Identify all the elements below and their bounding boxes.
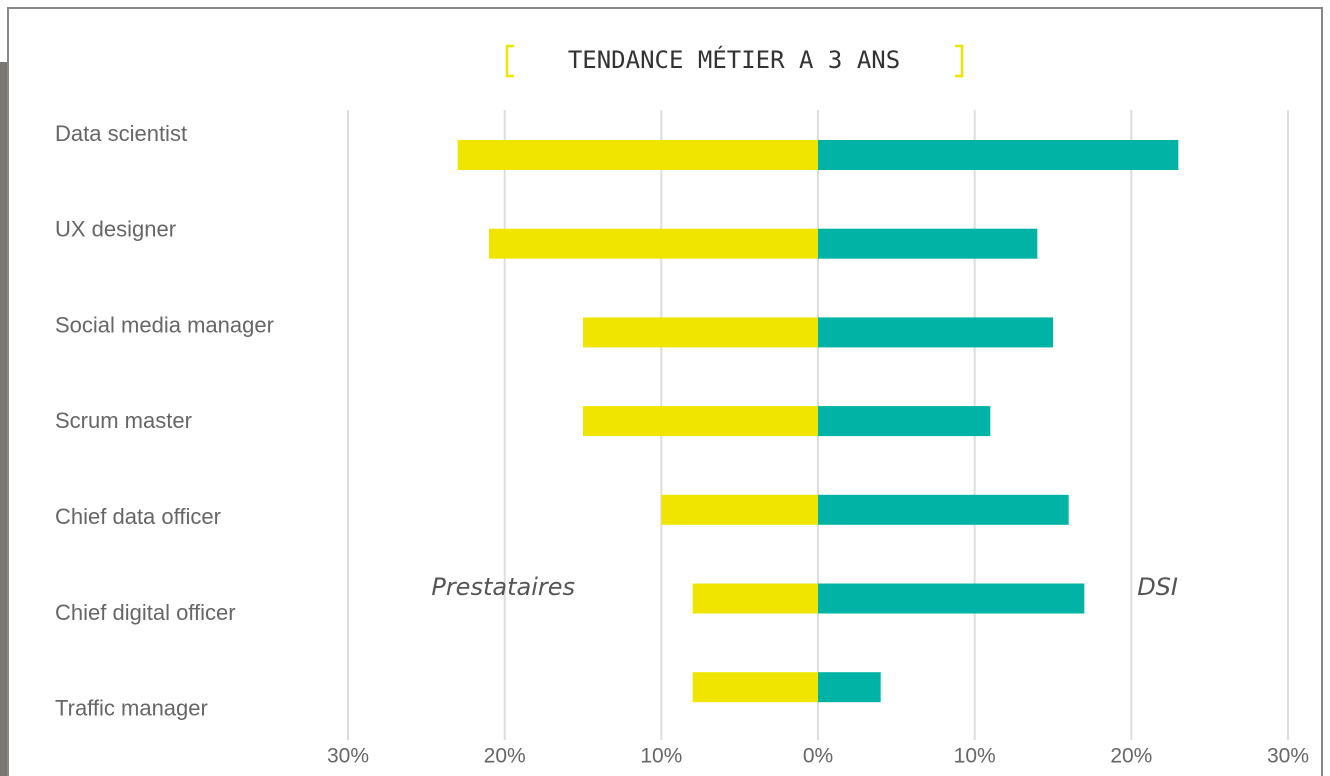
bar xyxy=(818,406,991,437)
x-tick-label: 20% xyxy=(1110,745,1152,768)
category-label: UX designer xyxy=(55,217,176,242)
bar xyxy=(692,672,818,703)
bar xyxy=(818,140,1179,170)
x-tick-label: 0% xyxy=(803,745,833,768)
category-label: Chief digital officer xyxy=(55,600,236,625)
x-tick-label: 20% xyxy=(484,745,526,768)
x-tick-label: 10% xyxy=(954,745,996,768)
category-label: Social media manager xyxy=(55,312,274,337)
category-label: Scrum master xyxy=(55,408,192,433)
bar xyxy=(818,494,1069,525)
chart-title: TENDANCE MÉTIER A 3 ANS xyxy=(568,45,900,74)
title-brackets xyxy=(505,44,964,78)
bar xyxy=(489,228,818,259)
bar xyxy=(692,583,818,614)
side-strip xyxy=(0,62,9,776)
bar xyxy=(583,406,818,437)
category-label: Data scientist xyxy=(55,121,187,146)
bar xyxy=(583,317,818,348)
bar xyxy=(818,672,881,703)
bar xyxy=(818,583,1085,614)
frame xyxy=(7,7,1323,776)
category-label: Chief data officer xyxy=(55,504,221,529)
bar xyxy=(818,228,1038,259)
legend-label: DSI xyxy=(1137,573,1178,601)
bar xyxy=(661,494,818,525)
x-tick-label: 30% xyxy=(327,745,369,768)
x-tick-label: 30% xyxy=(1267,745,1309,768)
bar xyxy=(457,140,818,170)
x-tick-label: 10% xyxy=(640,745,682,768)
legend-label: Prestataires xyxy=(431,573,575,601)
category-label: Traffic manager xyxy=(55,696,208,721)
bar xyxy=(818,317,1053,348)
